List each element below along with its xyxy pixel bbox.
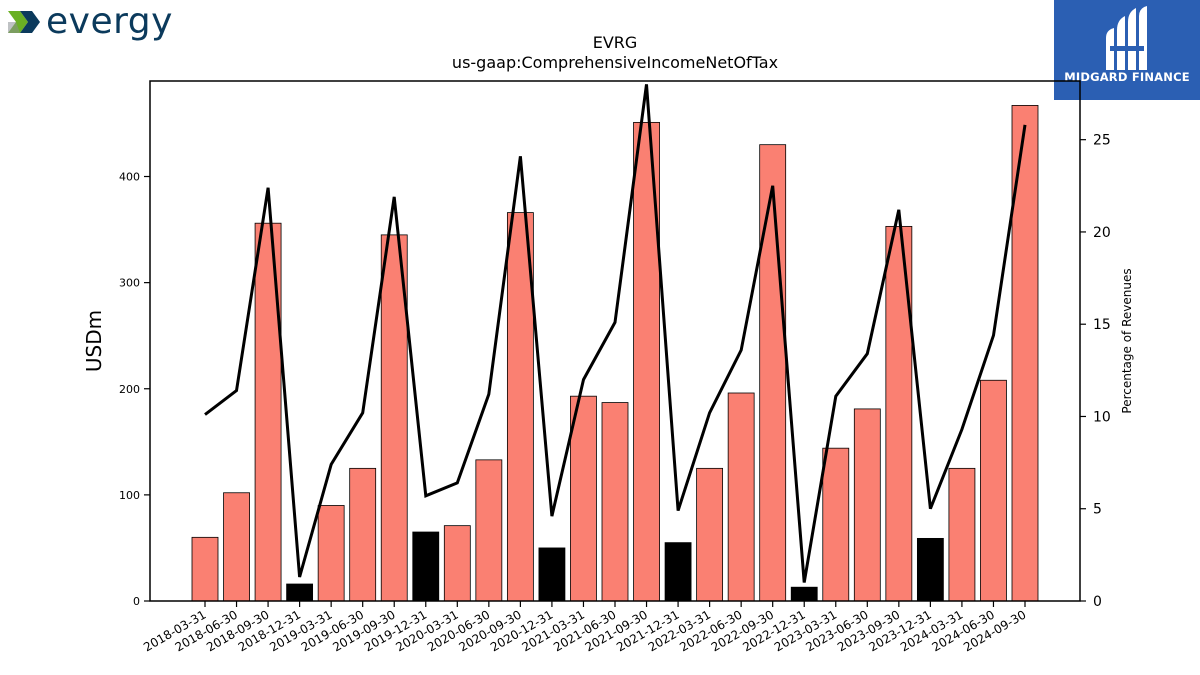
y2-tick-label: 15	[1093, 317, 1111, 333]
y2-tick-label: 0	[1093, 594, 1102, 610]
y2-axis-label: Percentage of Revenues	[1120, 268, 1134, 413]
bar-2018-06-30	[223, 492, 250, 602]
bar-2022-12-31	[790, 586, 818, 602]
bar-2020-09-30	[506, 212, 534, 602]
percentage-line	[204, 84, 1027, 583]
bar-2018-09-30	[254, 222, 282, 602]
bar-2023-12-31	[916, 537, 944, 602]
evergy-wordmark: evergy	[46, 1, 173, 42]
y-tick-label: 100	[119, 489, 140, 502]
bar-2021-12-31	[664, 542, 692, 602]
bar-2019-09-30	[380, 234, 408, 602]
y2-tick-label: 5	[1093, 502, 1102, 518]
chart-title: EVRG	[593, 33, 638, 52]
bar-2019-06-30	[349, 467, 377, 602]
y2-tick-label: 20	[1093, 225, 1111, 241]
bar-2018-03-31	[191, 536, 219, 602]
bar-2021-03-31	[570, 395, 597, 602]
bar-2023-03-31	[822, 447, 850, 602]
y-tick-label: 300	[119, 277, 140, 290]
badge-text: MIDGARD FINANCE	[1064, 70, 1190, 84]
y2-tick-label: 25	[1093, 133, 1111, 149]
bar-2021-06-30	[601, 402, 629, 602]
bar-2023-06-30	[853, 408, 881, 602]
bar-2022-03-31	[696, 467, 724, 602]
evergy-chevron-icon	[8, 11, 40, 33]
evergy-logo: evergy	[6, 2, 173, 42]
y2-tick-label: 10	[1093, 409, 1111, 425]
bar-2020-12-31	[538, 547, 566, 602]
midgard-logo-icon	[1106, 6, 1147, 70]
y-tick-label: 200	[119, 383, 140, 396]
midgard-finance-badge: MIDGARD FINANCE	[1054, 0, 1200, 100]
chart-subtitle: us-gaap:ComprehensiveIncomeNetOfTax	[452, 53, 778, 72]
bar-2019-03-31	[317, 505, 345, 602]
bar-2019-12-31	[412, 531, 440, 602]
y-tick-label: 400	[119, 171, 140, 184]
bar-2020-03-31	[443, 525, 471, 602]
y-tick-label: 0	[133, 595, 140, 608]
bar-2018-12-31	[286, 583, 314, 602]
bar-2022-06-30	[727, 392, 755, 602]
bar-2024-06-30	[980, 379, 1007, 602]
bar-2024-03-31	[948, 467, 976, 602]
bar-2022-09-30	[759, 144, 787, 602]
bar-2020-06-30	[475, 459, 503, 602]
y-axis-label: USDm	[82, 310, 106, 372]
